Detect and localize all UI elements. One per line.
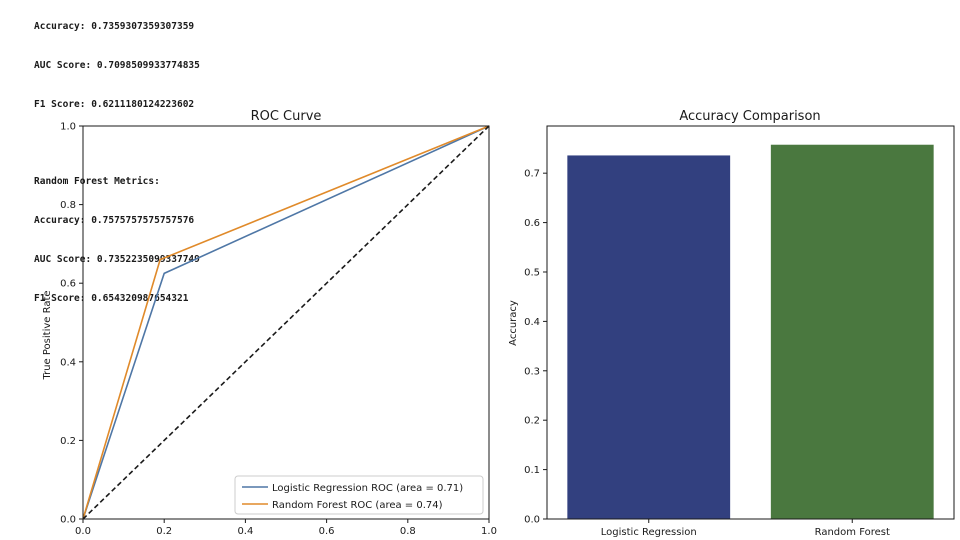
roc-x-tick-label: 0.4	[237, 526, 253, 537]
roc-x-tick-label: 0.6	[319, 526, 335, 537]
roc-x-tick-label: 1.0	[481, 526, 497, 537]
roc-line-random-forest	[82, 125, 490, 520]
accuracy-y-tick-label: 0.3	[524, 366, 540, 377]
accuracy-y-axis-label: Accuracy	[508, 300, 519, 346]
console-line: Random Forest Metrics:	[34, 176, 160, 187]
console-line: Accuracy: 0.7575757575757576	[34, 215, 195, 226]
roc-x-tick-label: 0.2	[156, 526, 172, 537]
bar-logistic-regression	[567, 155, 731, 519]
console-line: AUC Score: 0.7098509933774835	[34, 60, 200, 71]
roc-x-tick-label: 0.0	[75, 526, 91, 537]
bar-random-forest	[770, 144, 934, 519]
roc-line-logistic-regression	[82, 125, 490, 520]
accuracy-x-tick-label: Random Forest	[815, 527, 890, 538]
accuracy-y-tick-label: 0.5	[524, 267, 540, 278]
legend-label-random-forest: Random Forest ROC (area = 0.74)	[272, 500, 443, 511]
accuracy-plot-frame	[546, 125, 955, 520]
accuracy-y-tick-label: 0.7	[524, 169, 540, 180]
accuracy-y-tick-label: 0.6	[524, 218, 540, 229]
console-line: Accuracy: 0.7359307359307359	[34, 21, 195, 32]
accuracy-y-tick-label: 0.0	[524, 515, 540, 526]
accuracy-y-tick-label: 0.4	[524, 317, 540, 328]
roc-y-tick-label: 0.2	[60, 436, 76, 447]
console-line: AUC Score: 0.7352235099337749	[34, 254, 200, 265]
accuracy-y-tick-label: 0.2	[524, 416, 540, 427]
roc-chart: ROC Curve True Positive Rate 0.0 0.2 0.4 0.…	[42, 109, 497, 537]
roc-y-tick-label: 0.0	[60, 515, 76, 526]
legend-label-logistic-regression: Logistic Regression ROC (area = 0.71)	[272, 483, 463, 494]
console-output: Accuracy: 0.7359307359307359 AUC Score: …	[34, 0, 200, 318]
console-line: F1 Score: 0.654320987654321	[34, 293, 189, 304]
roc-y-tick-label: 1.0	[60, 122, 76, 133]
accuracy-chart-title: Accuracy Comparison	[679, 109, 820, 124]
accuracy-chart: Accuracy Comparison Accuracy Logistic Re…	[508, 109, 955, 538]
roc-baseline-diagonal	[82, 125, 490, 520]
roc-plot-frame	[82, 125, 490, 520]
roc-y-tick-label: 0.6	[60, 279, 76, 290]
roc-legend: Logistic Regression ROC (area = 0.71) Ra…	[234, 475, 484, 515]
legend-box	[234, 475, 484, 515]
accuracy-x-tick-label: Logistic Regression	[601, 527, 697, 538]
console-line: F1 Score: 0.6211180124223602	[34, 99, 195, 110]
roc-x-tick-label: 0.8	[400, 526, 416, 537]
roc-y-tick-label: 0.4	[60, 357, 76, 368]
roc-chart-title: ROC Curve	[251, 109, 322, 124]
roc-y-tick-label: 0.8	[60, 200, 76, 211]
roc-y-axis-label: True Positive Rate	[42, 290, 53, 380]
accuracy-y-tick-label: 0.1	[524, 465, 540, 476]
